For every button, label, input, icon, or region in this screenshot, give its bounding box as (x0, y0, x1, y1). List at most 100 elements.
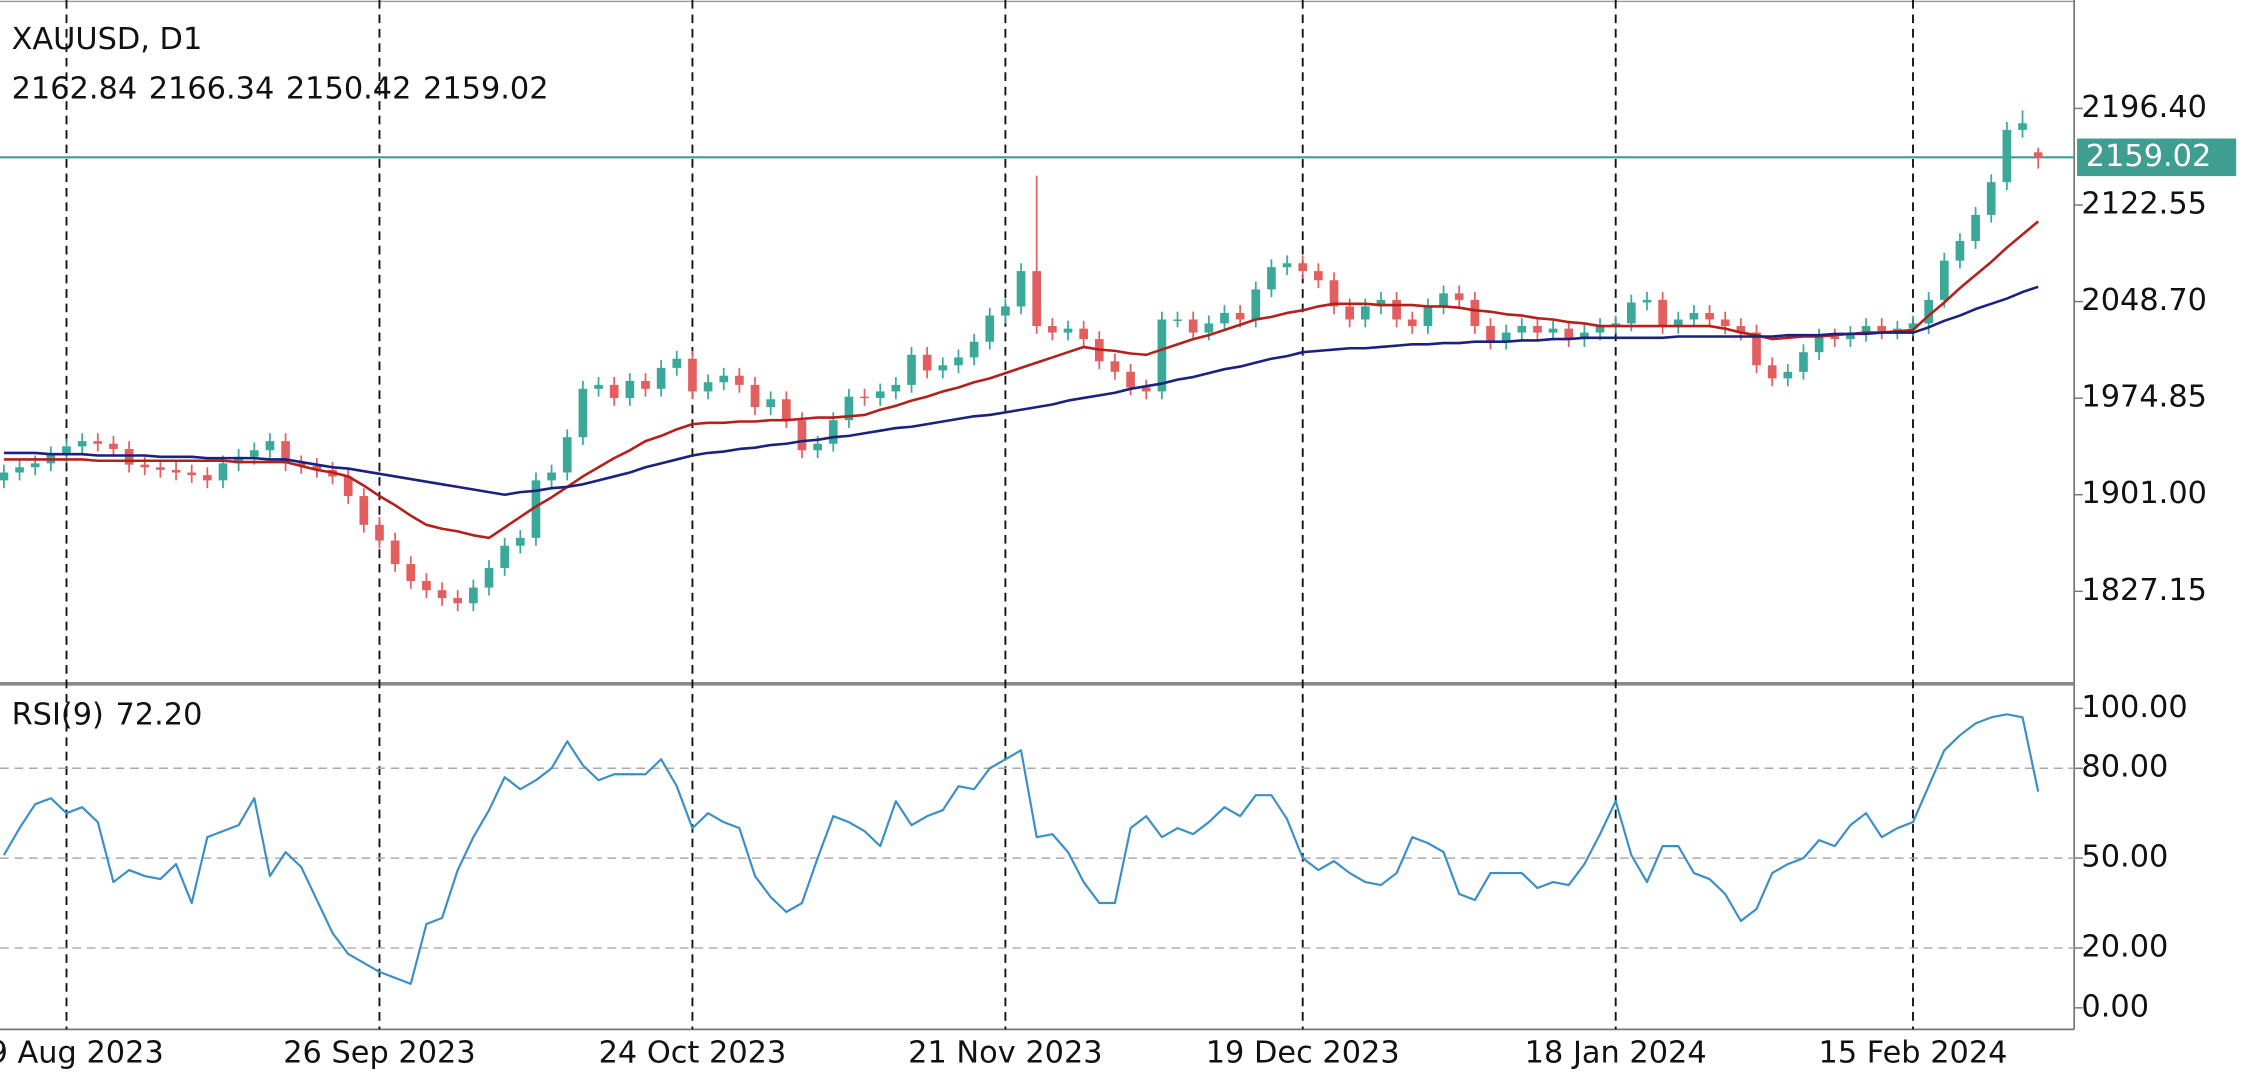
symbol-title: XAUUSD, D1 (12, 22, 203, 57)
candle-body (781, 399, 791, 421)
candle-body (1360, 306, 1370, 320)
candle-body (1799, 352, 1808, 372)
last-price-tag (2077, 138, 2237, 177)
candle-body (0, 472, 9, 481)
candle-body (343, 476, 353, 497)
candle-body (1282, 263, 1292, 268)
marks-layer (0, 110, 2237, 985)
y-tick-label: 2122.55 (2081, 187, 2207, 222)
candle-body (907, 354, 916, 385)
candle-body (249, 450, 259, 457)
candle-body (124, 448, 134, 465)
candle-body (469, 587, 478, 604)
candle-body (2018, 123, 2027, 130)
candle-body (437, 590, 447, 599)
x-tick-label: 26 Sep 2023 (283, 1035, 475, 1070)
candle-body (1048, 326, 1057, 333)
candle-body (1908, 323, 1918, 329)
candle-body (1001, 306, 1010, 316)
candle-body (1173, 319, 1182, 321)
candle-body (1580, 332, 1589, 340)
x-tick-label: 21 Nov 2023 (908, 1035, 1102, 1070)
text-layer: XAUUSD, D1 2162.84 2166.34 2150.42 2159.02 … (0, 22, 2211, 1070)
candle-body (1298, 263, 1308, 272)
candle-body (985, 315, 995, 342)
candle-body (1720, 319, 1730, 327)
y-tick-label: 100.00 (2081, 690, 2187, 725)
candle-body (2002, 129, 2012, 183)
candle-body (1486, 326, 1495, 342)
candle-body (1032, 271, 1042, 327)
candle-body (1345, 306, 1355, 320)
candle-body (1079, 328, 1088, 340)
moving-average-line (3, 285, 2039, 497)
candle-body (609, 384, 619, 398)
candle-body (1626, 302, 1636, 324)
candle-body (735, 375, 744, 385)
candle-body (453, 598, 463, 604)
y-tick-label: 1974.85 (2081, 380, 2207, 415)
y-tick-label: 2048.70 (2081, 283, 2207, 318)
candle-body (875, 391, 885, 398)
candle-body (1501, 332, 1511, 342)
candle-body (766, 399, 776, 408)
candle-body (1533, 326, 1542, 333)
candle-body (1595, 326, 1605, 333)
open-value: 2162.84 (12, 71, 138, 106)
candle-body (1830, 336, 1840, 340)
candle-body (359, 496, 369, 525)
candle-body (1893, 328, 1902, 332)
candle-body (234, 456, 243, 464)
candle-body (1658, 299, 1667, 327)
candle-body (203, 475, 212, 481)
candle-body (1939, 260, 1949, 300)
candle-body (891, 384, 901, 392)
candle-body (1470, 299, 1480, 327)
candle-body (1814, 336, 1824, 353)
candle-body (813, 443, 822, 451)
candle-body (719, 375, 729, 383)
rsi-current: 72.20 (115, 697, 202, 732)
candle-body (1861, 326, 1871, 334)
candle-body (1126, 371, 1135, 388)
candle-body (156, 467, 165, 470)
x-tick-label: 15 Feb 2024 (1819, 1035, 2008, 1070)
candle-body (375, 524, 384, 541)
candle-body (187, 472, 197, 476)
y-tick-label: 1901.00 (2081, 476, 2207, 511)
candle-body (484, 567, 494, 588)
x-tick-label: 29 Aug 2023 (0, 1035, 164, 1070)
candle-body (1955, 241, 1965, 261)
x-tick-label: 19 Dec 2023 (1206, 1035, 1400, 1070)
candle-body (390, 540, 400, 565)
candle-body (594, 384, 603, 389)
low-value: 2150.42 (286, 71, 412, 106)
candle-body (672, 358, 682, 368)
candle-body (515, 537, 525, 546)
candle-body (140, 464, 150, 468)
rsi-line (2, 713, 2040, 985)
candle-body (1517, 326, 1527, 333)
candle-body (1752, 332, 1761, 366)
candle-body (1220, 312, 1229, 324)
candle-body (312, 465, 322, 470)
candle-body (750, 384, 760, 408)
last-price-label: 2159.02 (2086, 139, 2212, 174)
candle-body (15, 467, 24, 473)
candle-body (531, 480, 541, 538)
candle-body (688, 358, 697, 392)
candle-body (1736, 326, 1746, 333)
candle-body (1454, 293, 1464, 300)
candle-body (1971, 214, 1980, 242)
candle-body (1986, 182, 1996, 215)
candle-body (1439, 293, 1448, 307)
grid-layer (0, 0, 2083, 1030)
candle-body (641, 380, 650, 389)
y-tick-label: 0.00 (2081, 989, 2149, 1024)
candle-body (844, 396, 854, 421)
candle-body (1267, 267, 1276, 290)
rsi-readout: RSI(9) 72.20 (12, 697, 203, 732)
